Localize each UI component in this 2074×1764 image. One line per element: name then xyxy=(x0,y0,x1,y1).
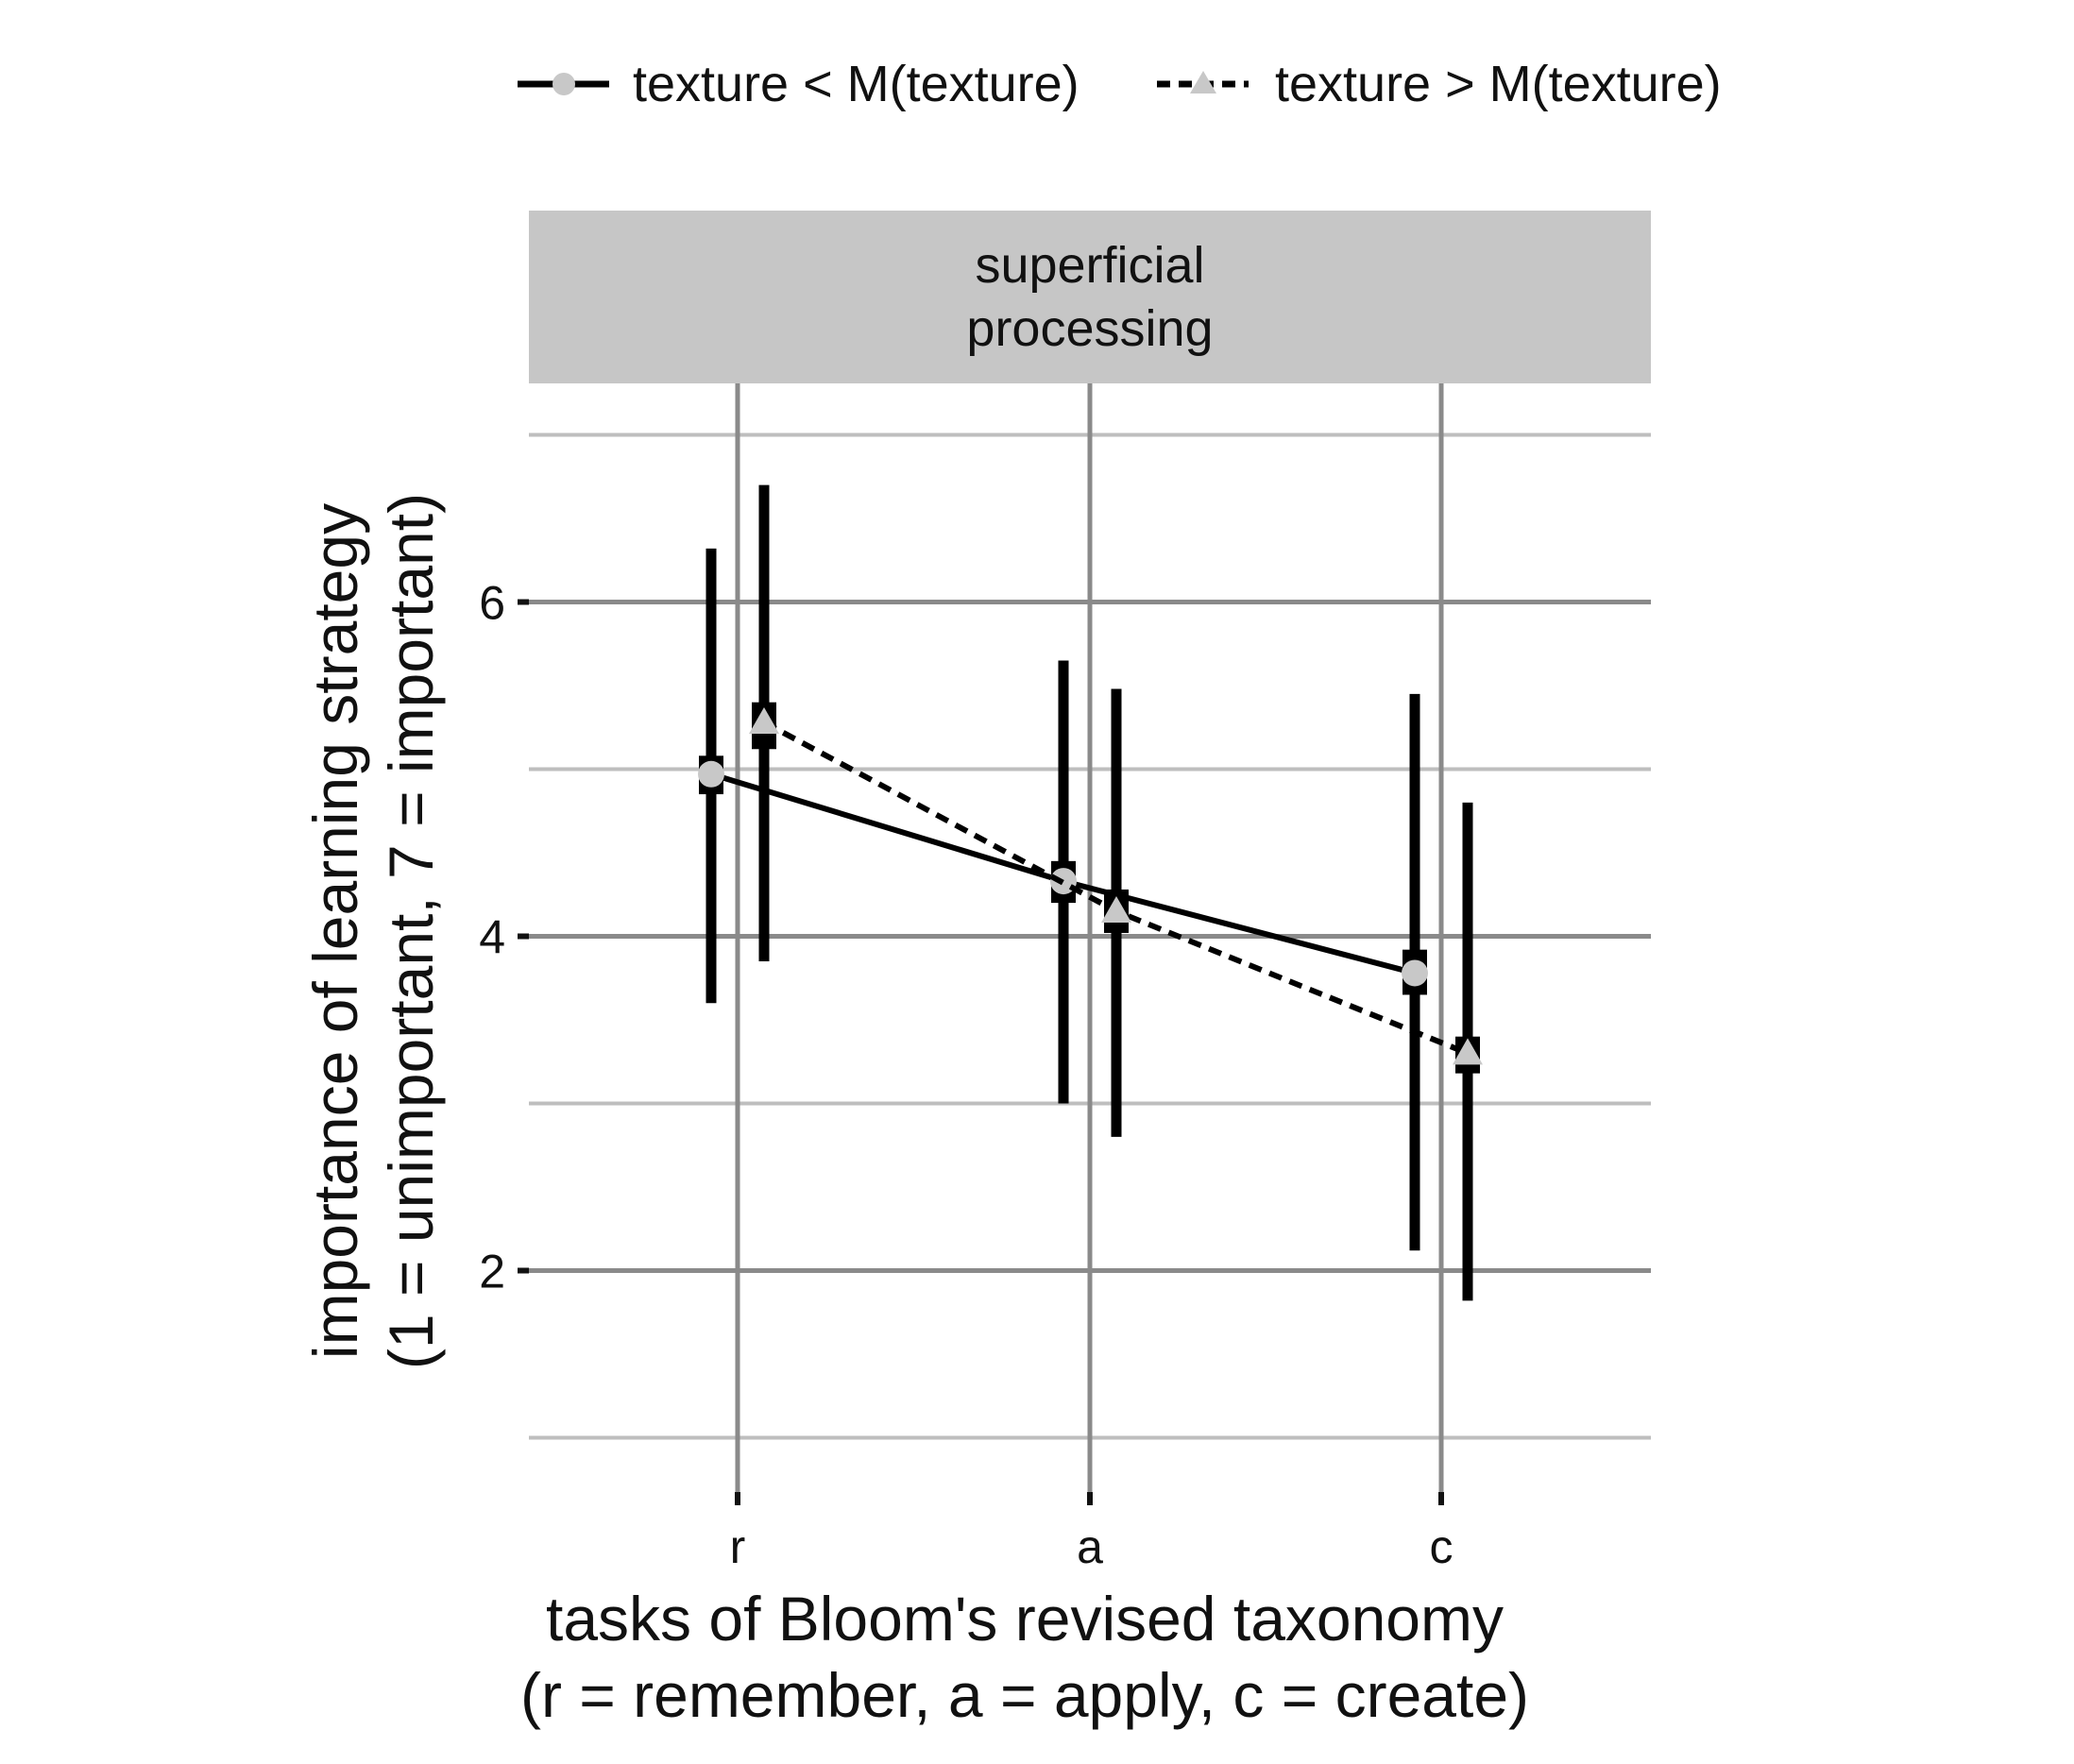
data-point xyxy=(1101,895,1131,923)
y-axis-title-line2: (1 = unimportant, 7 = important) xyxy=(376,493,446,1369)
x-axis-title-line1: tasks of Bloom's revised taxonomy xyxy=(546,1584,1504,1654)
x-tick-label: c xyxy=(1430,1520,1454,1573)
facet-label-line2: processing xyxy=(966,300,1213,357)
y-axis-title-line1: importance of learning strategy xyxy=(300,503,370,1359)
x-tick-label: r xyxy=(730,1520,746,1573)
facet-label-line1: superficial xyxy=(975,237,1204,294)
legend-item: texture > M(texture) xyxy=(1157,56,1722,112)
series-above-mean xyxy=(749,484,1483,1301)
legend: texture < M(texture) texture > M(texture) xyxy=(518,56,1722,112)
data-point xyxy=(698,760,724,788)
x-axis-title-line2: (r = remember, a = apply, c = create) xyxy=(520,1660,1529,1730)
plot-marks xyxy=(698,484,1483,1301)
series-below-mean xyxy=(698,548,1428,1251)
data-point xyxy=(749,706,779,734)
y-tick-label: 2 xyxy=(479,1246,505,1298)
legend-item: texture < M(texture) xyxy=(518,56,1080,112)
facet-strip xyxy=(529,211,1651,383)
legend-label: texture < M(texture) xyxy=(633,56,1080,112)
y-tick-label: 6 xyxy=(479,577,505,630)
data-point xyxy=(1402,959,1428,987)
legend-marker xyxy=(552,73,575,95)
axes: 2 4 6 r a c xyxy=(479,577,1453,1574)
grid xyxy=(529,383,1651,1492)
data-point xyxy=(1453,1038,1483,1065)
y-tick-label: 4 xyxy=(479,911,505,964)
legend-label: texture > M(texture) xyxy=(1275,56,1722,112)
legend-marker xyxy=(1190,71,1216,93)
x-tick-label: a xyxy=(1077,1520,1103,1573)
